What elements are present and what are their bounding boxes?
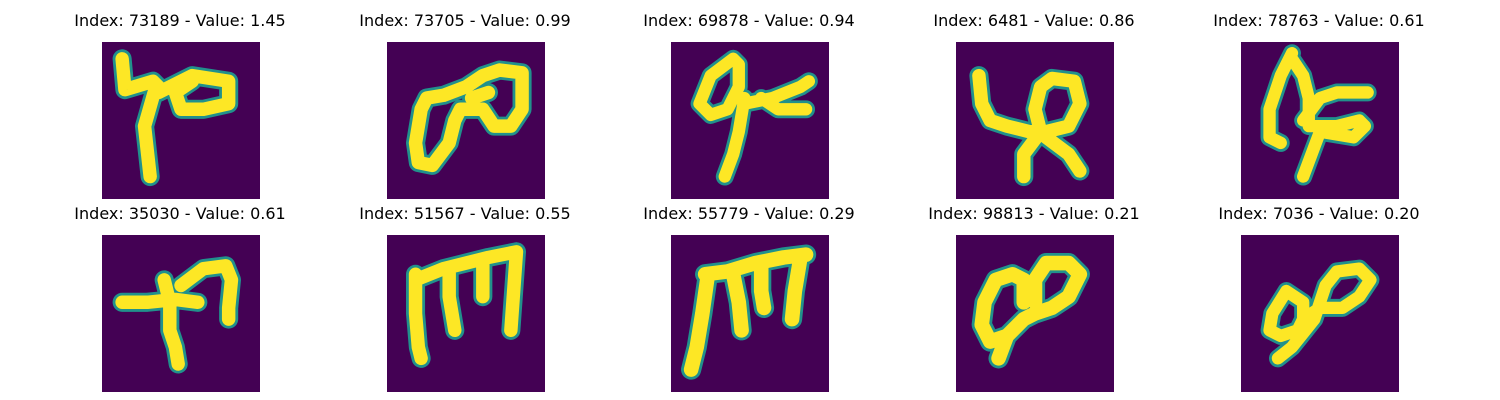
- digit-image: [102, 42, 260, 199]
- glyph-g7: [406, 242, 526, 368]
- panel-10: Index: 7036 - Value: 0.20: [1199, 201, 1439, 392]
- panel-1: Index: 73189 - Value: 1.45: [60, 8, 300, 199]
- digit-image: [102, 235, 260, 392]
- panel-title: Index: 69878 - Value: 0.94: [643, 11, 855, 30]
- panel-title: Index: 98813 - Value: 0.21: [928, 204, 1140, 223]
- panel-3: Index: 69878 - Value: 0.94: [629, 8, 869, 199]
- glyph-g6: [112, 256, 241, 374]
- panel-title: Index: 7036 - Value: 0.20: [1218, 204, 1420, 223]
- panel-6: Index: 35030 - Value: 0.61: [60, 201, 300, 392]
- panel-7: Index: 51567 - Value: 0.55: [345, 201, 585, 392]
- digit-image: [671, 42, 829, 199]
- glyph-g8: [681, 244, 817, 380]
- panel-4: Index: 6481 - Value: 0.86: [914, 8, 1154, 199]
- panel-9: Index: 98813 - Value: 0.21: [914, 201, 1154, 392]
- panel-title: Index: 51567 - Value: 0.55: [359, 204, 571, 223]
- digit-image: [956, 235, 1114, 392]
- digit-image: [387, 235, 545, 392]
- digit-image: [671, 235, 829, 392]
- panel-title: Index: 6481 - Value: 0.86: [933, 11, 1135, 30]
- panel-title: Index: 55779 - Value: 0.29: [643, 204, 855, 223]
- digit-image: [1241, 235, 1399, 392]
- panel-title: Index: 78763 - Value: 0.61: [1213, 11, 1425, 30]
- panel-2: Index: 73705 - Value: 0.99: [345, 8, 585, 199]
- digit-image: [956, 42, 1114, 199]
- digit-image: [387, 42, 545, 199]
- digit-image: [1241, 42, 1399, 199]
- glyph-g2: [406, 60, 532, 175]
- glyph-g4: [969, 66, 1090, 187]
- glyph-g9: [971, 252, 1090, 369]
- glyph-g5: [1260, 44, 1377, 186]
- glyph-g3: [690, 49, 818, 186]
- glyph-g10: [1260, 259, 1380, 368]
- panel-title: Index: 35030 - Value: 0.61: [74, 204, 286, 223]
- panel-5: Index: 78763 - Value: 0.61: [1199, 8, 1439, 199]
- panel-8: Index: 55779 - Value: 0.29: [629, 201, 869, 392]
- glyph-g1: [112, 49, 239, 187]
- panel-title: Index: 73189 - Value: 1.45: [74, 11, 286, 30]
- panel-title: Index: 73705 - Value: 0.99: [359, 11, 571, 30]
